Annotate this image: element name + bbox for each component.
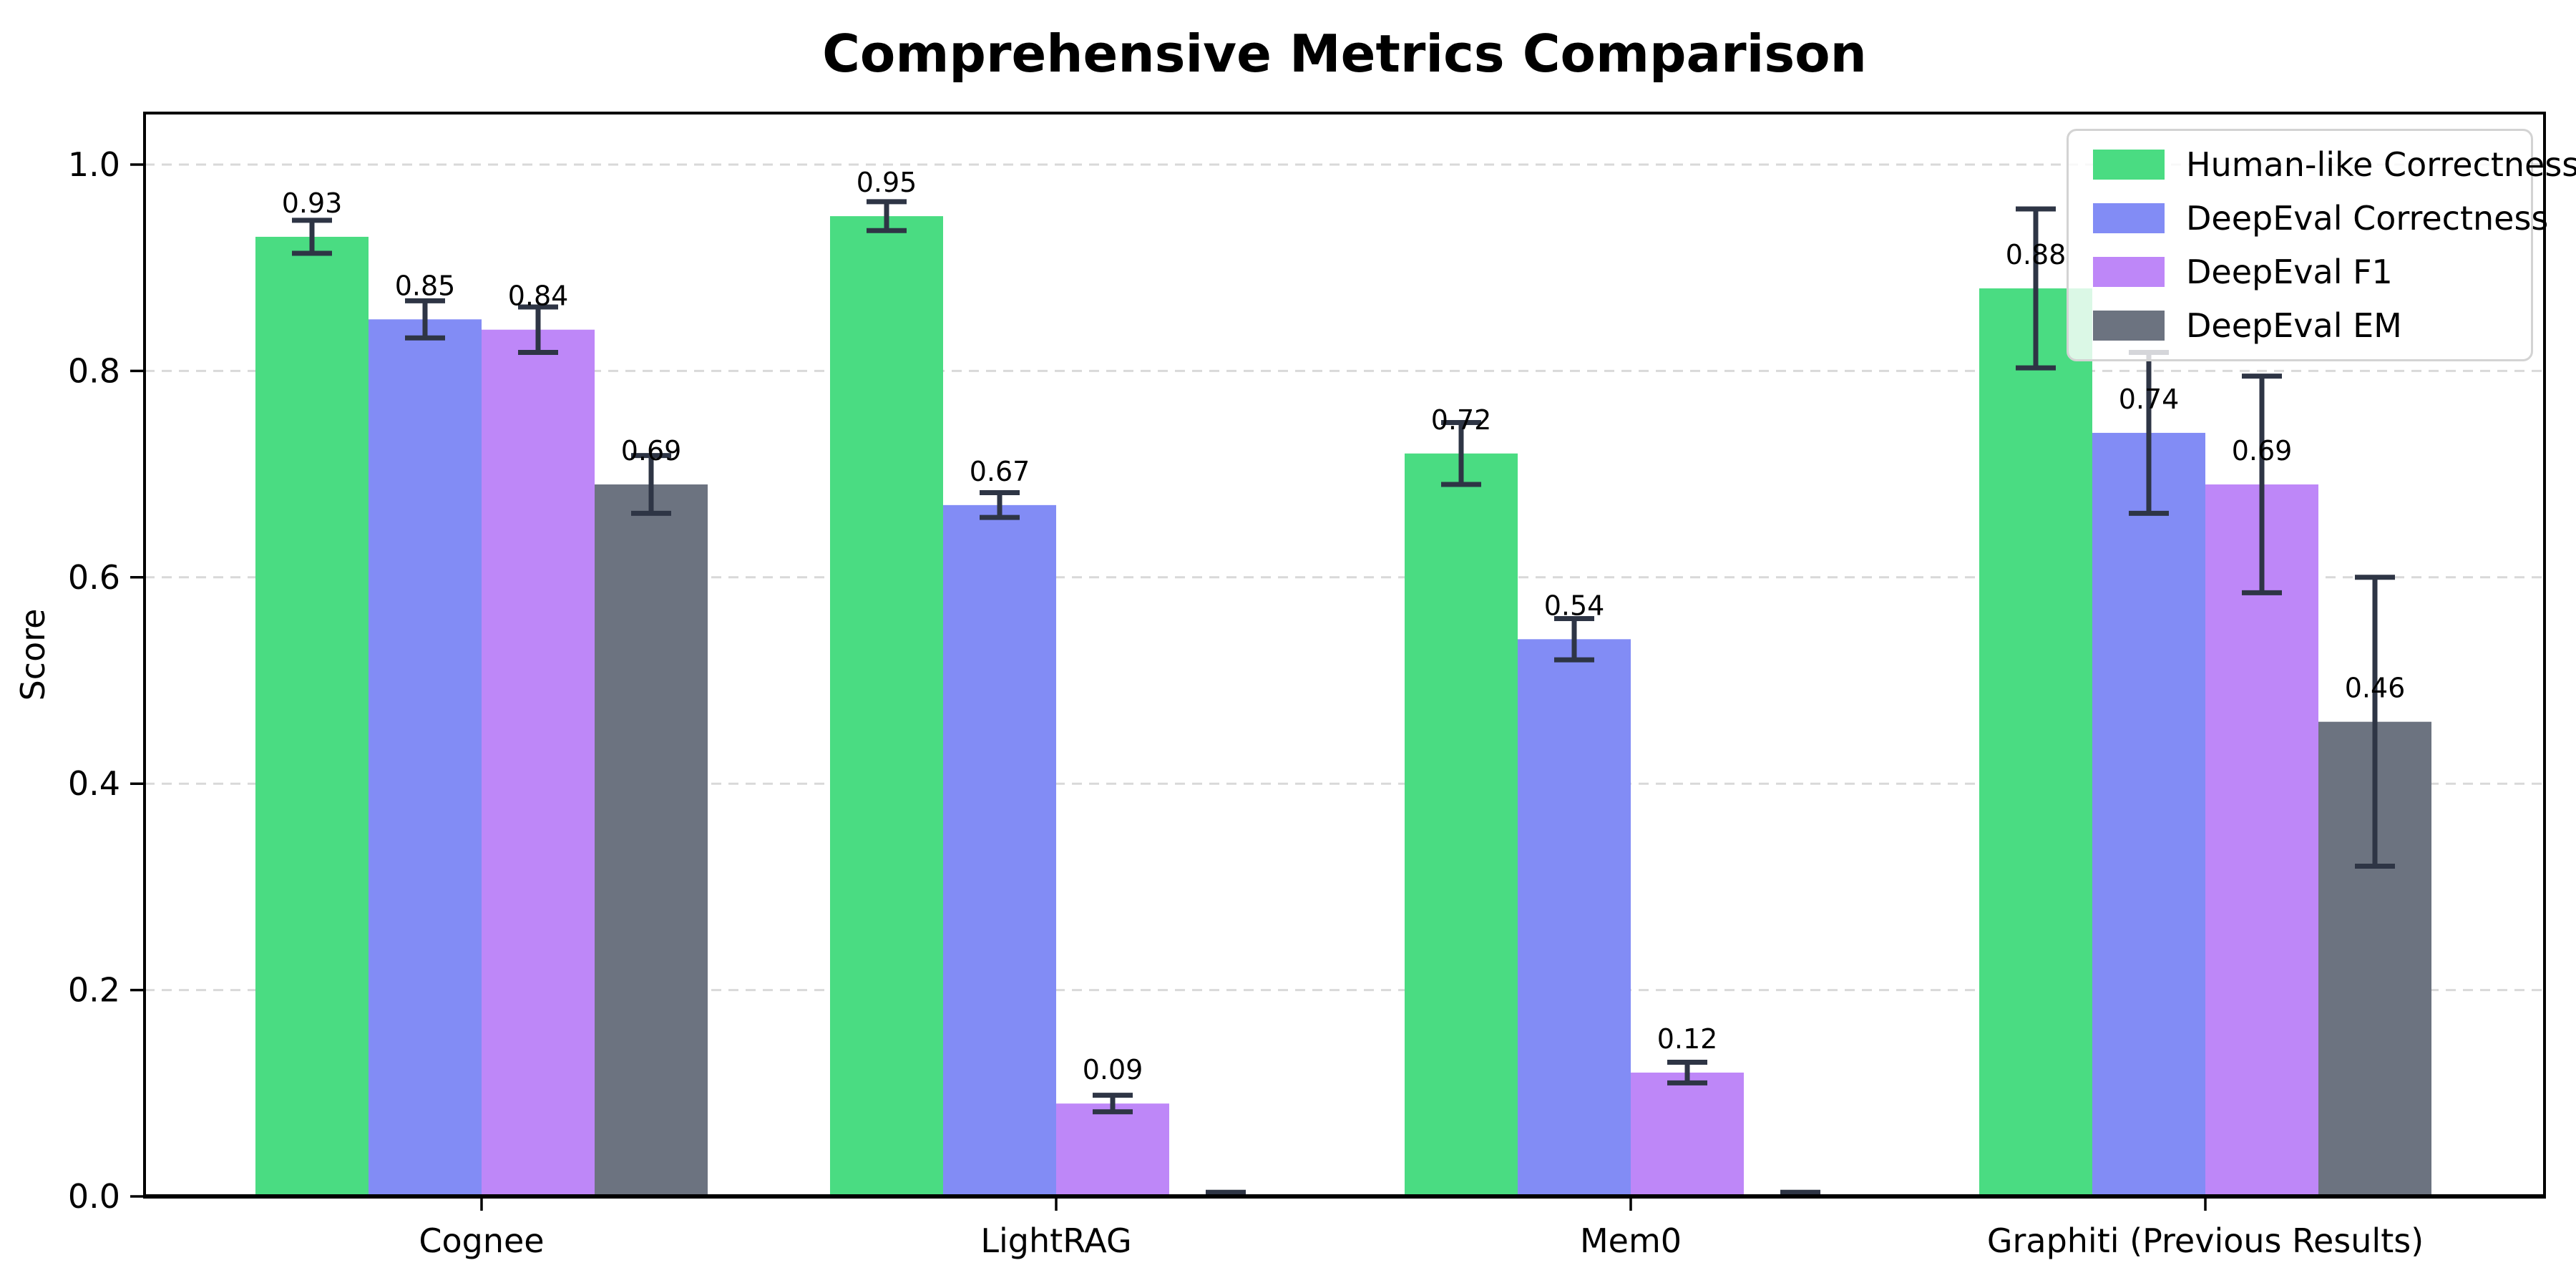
y-tick-label: 0.2 [68, 971, 120, 1010]
bar-value-label: 0.95 [857, 167, 917, 198]
bar [595, 484, 708, 1196]
legend-swatch [2093, 256, 2165, 287]
bar [943, 504, 1056, 1196]
legend: Human-like Correctness DeepEval Correctne… [2067, 129, 2576, 361]
x-tick-label: Mem0 [1580, 1221, 1682, 1260]
x-tick-layer: Cognee LightRAG Mem0 Graphiti (Previous Res… [419, 1196, 2424, 1260]
legend-label: Human-like Correctness [2186, 145, 2576, 185]
bar [2205, 484, 2318, 1196]
bar [1518, 639, 1631, 1196]
y-tick-label: 1.0 [68, 145, 120, 184]
legend-item: Human-like Correctness [2069, 148, 2576, 181]
bar [369, 319, 482, 1196]
bar-value-label: 0.93 [282, 187, 343, 219]
y-tick-label: 0.8 [68, 351, 120, 390]
bar-value-label: 0.09 [1083, 1054, 1143, 1085]
y-tick-layer: 0.0 0.2 0.4 0.6 0.8 1.0 [68, 145, 145, 1216]
x-tick-label: Graphiti (Previous Results) [1987, 1221, 2424, 1260]
bar [1056, 1103, 1169, 1196]
x-tick-label: LightRAG [980, 1221, 1131, 1260]
x-tick-label: Cognee [419, 1221, 544, 1260]
bar [255, 236, 369, 1196]
legend-swatch [2093, 310, 2165, 341]
bar-layer [255, 216, 2431, 1196]
bar [2092, 432, 2205, 1196]
bar-value-label: 0.69 [2232, 435, 2293, 467]
error-bar-layer [292, 199, 2395, 1196]
legend-swatch [2093, 203, 2165, 234]
y-axis-label: Score [14, 609, 52, 701]
bar [830, 216, 943, 1196]
legend-item: DeepEval EM [2069, 309, 2531, 342]
legend-item: DeepEval F1 [2069, 255, 2531, 288]
legend-item: DeepEval Correctness [2069, 202, 2548, 235]
chart-title: Comprehensive Metrics Comparison [822, 24, 1867, 84]
bar-value-label: 0.67 [970, 456, 1030, 487]
legend-label: DeepEval F1 [2186, 252, 2393, 291]
bar [1405, 453, 1518, 1196]
bar-value-label: 0.88 [2006, 239, 2067, 270]
bar-value-label: 0.84 [508, 280, 569, 312]
bar-value-label: 0.54 [1544, 590, 1605, 621]
legend-label: DeepEval Correctness [2186, 199, 2549, 238]
y-tick-label: 0.6 [68, 558, 120, 597]
bar-value-label: 0.85 [395, 270, 456, 301]
bar-value-label: 0.46 [2345, 673, 2406, 704]
bar-value-label: 0.12 [1657, 1023, 1718, 1055]
bar [1631, 1072, 1744, 1196]
bar [482, 329, 595, 1196]
y-tick-label: 0.0 [68, 1177, 120, 1216]
legend-swatch [2093, 150, 2165, 180]
bar-value-label: 0.72 [1431, 404, 1492, 436]
bar [1979, 288, 2092, 1196]
bar-label-layer: 0.93 0.95 0.72 0.88 0.85 0.67 0.54 0.74 0.84 0.09… [282, 167, 2406, 1085]
bar-value-label: 0.69 [621, 435, 682, 467]
legend-label: DeepEval EM [2186, 306, 2402, 345]
y-tick-label: 0.4 [68, 764, 120, 803]
bar-value-label: 0.74 [2119, 384, 2180, 415]
